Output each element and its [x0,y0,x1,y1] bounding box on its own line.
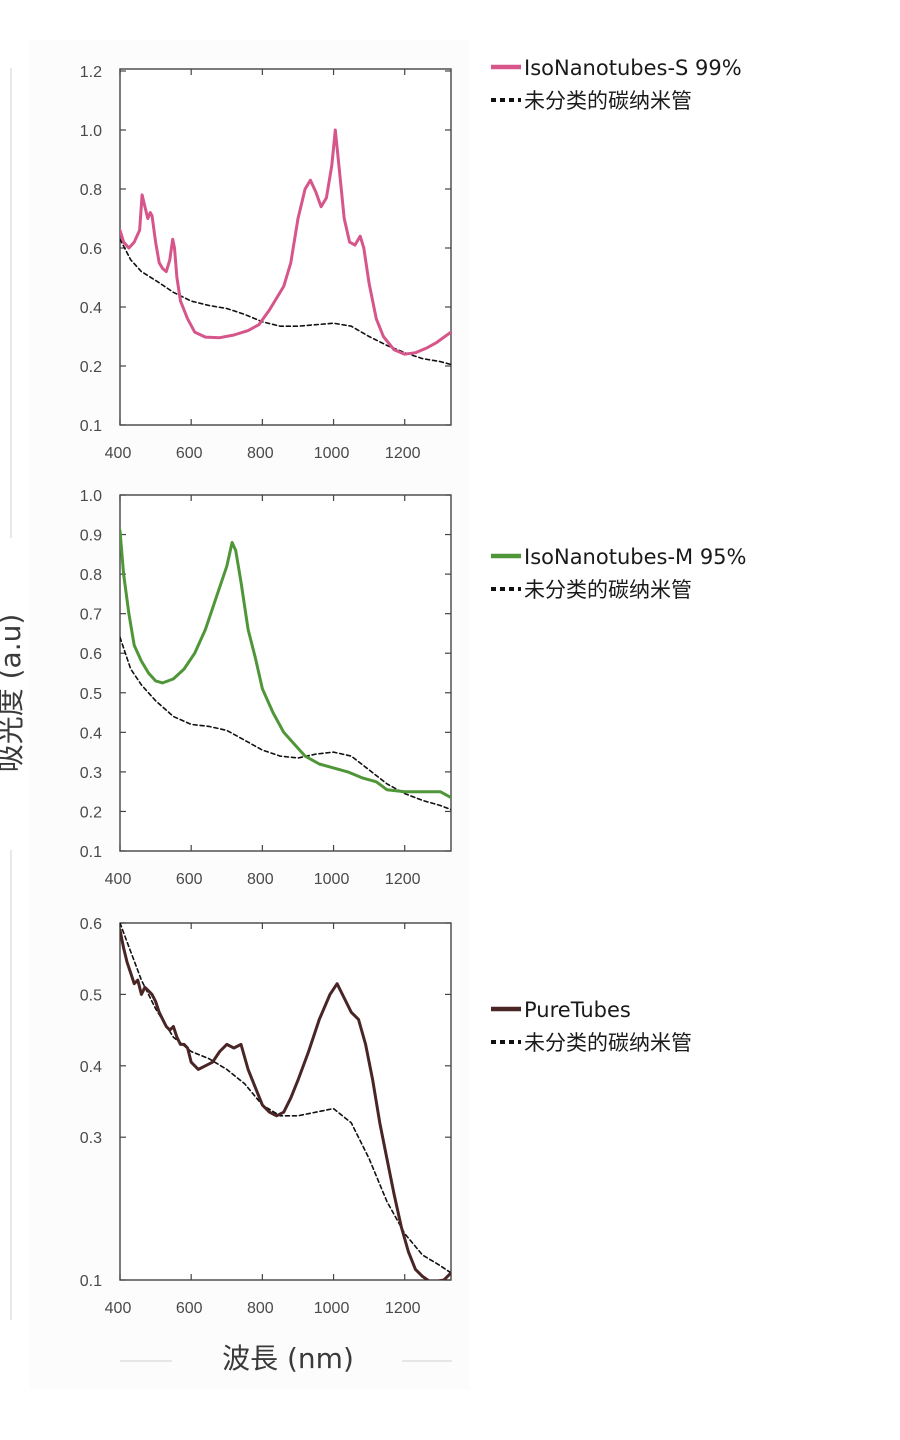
legend-label: PureTubes [524,998,631,1022]
y-tick-label: 0.3 [80,765,102,782]
y-tick-label: 0.2 [80,804,102,821]
x-tick-label: 400 [105,445,132,462]
x-tick-label: 800 [247,871,274,888]
y-tick-label: 0.5 [80,987,102,1004]
y-tick-label: 0.1 [80,1273,102,1290]
series-line-sample [120,928,451,1280]
x-tick-label: 1200 [385,445,421,462]
x-tick-label: 1000 [314,1300,350,1317]
plot-frame [119,68,452,426]
legend: IsoNanotubes-S 99% 未分类的碳纳米管 [491,56,742,113]
series-line-unsorted-cnt [120,923,451,1274]
x-tick-label: 800 [247,445,274,462]
y-tick-label: 0.8 [80,182,102,199]
legend: IsoNanotubes-M 95% 未分类的碳纳米管 [491,545,747,602]
y-tick-label: 0.6 [80,646,102,663]
chart-panel-3: 400 600 800 1000 1200 0.1 0.3 0.4 0.5 0.6 PureTube… [80,916,692,1317]
y-tick-label: 0.8 [80,567,102,584]
y-tick-label: 1.0 [80,488,102,505]
y-tick-label: 0.1 [80,844,102,861]
y-tick-label: 0.4 [80,725,102,742]
y-tick-label: 0.4 [80,1059,102,1076]
legend: PureTubes 未分类的碳纳米管 [491,998,692,1055]
chart-panel-2: 400 600 800 1000 1200 0.1 0.2 0.3 0.4 0.5 0.6 0.7 0.… [80,488,747,888]
x-tick-label: 600 [176,445,203,462]
legend-label: 未分类的碳纳米管 [524,1031,692,1055]
x-tick-label: 1000 [314,871,350,888]
x-tick-label: 600 [176,1300,203,1317]
y-tick-label: 1.2 [80,64,102,81]
y-tick-label: 0.3 [80,1130,102,1147]
legend-label: 未分类的碳纳米管 [524,578,692,602]
y-tick-label: 0.6 [80,916,102,933]
y-tick-label: 0.2 [80,359,102,376]
legend-label: IsoNanotubes-M 95% [524,545,747,569]
x-tick-label: 1200 [385,871,421,888]
series-line-sample [120,128,451,356]
x-tick-label: 400 [105,1300,132,1317]
y-tick-label: 0.5 [80,686,102,703]
y-tick-label: 0.4 [80,300,102,317]
x-tick-label: 600 [176,871,203,888]
y-tick-label: 0.1 [80,418,102,435]
x-tick-label: 800 [247,1300,274,1317]
chart-panel-1: 400 600 800 1000 1200 0.1 0.2 0.4 0.6 0.8 1.0 1.2 Is… [80,56,742,462]
y-tick-label: 0.7 [80,607,102,624]
plot-frame [119,922,452,1281]
x-axis-title: 波長 (nm) [222,1342,354,1375]
x-tick-label: 400 [105,871,132,888]
y-axis-title: 吸光度 (a.u) [0,614,27,773]
y-tick-label: 0.9 [80,528,102,545]
y-tick-label: 1.0 [80,123,102,140]
x-tick-label: 1200 [385,1300,421,1317]
legend-label: IsoNanotubes-S 99% [524,56,742,80]
plot-frame [119,494,452,852]
series-line-sample [120,529,451,800]
charts-group: 400 600 800 1000 1200 0.1 0.2 0.4 0.6 0.8 1.0 1.2 Is… [80,56,747,1317]
legend-label: 未分类的碳纳米管 [524,89,692,113]
y-tick-label: 0.6 [80,241,102,258]
x-tick-label: 1000 [314,445,350,462]
